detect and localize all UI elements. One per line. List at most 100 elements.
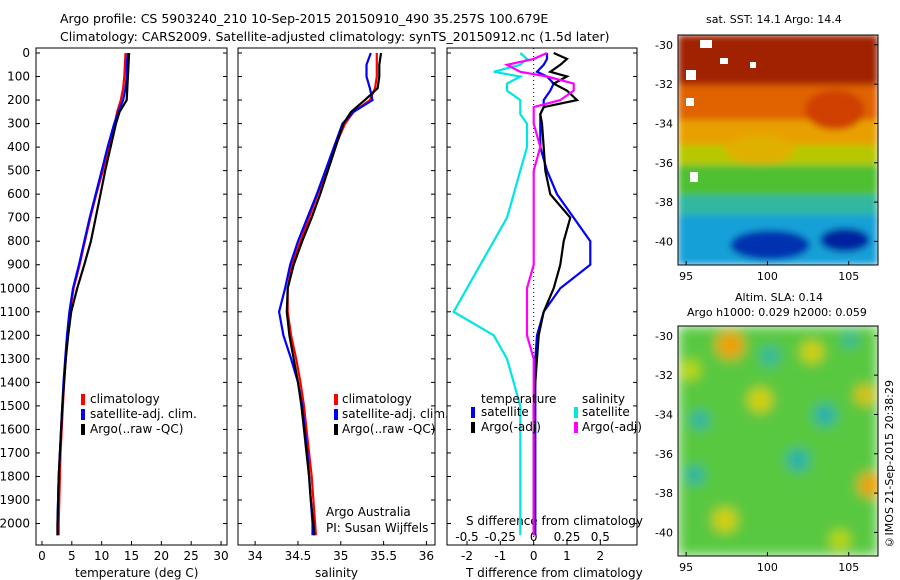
x-tick-label: 10 — [94, 549, 109, 563]
sla-map-title2: Argo h1000: 0.029 h2000: 0.059 — [687, 306, 867, 319]
x-tick-label: 0 — [38, 549, 46, 563]
lon-tick-label: 100 — [757, 561, 778, 574]
x-tick-label: 20 — [154, 549, 169, 563]
depth-tick-label: 700 — [7, 211, 30, 225]
s-tick-label: 0.5 — [591, 530, 610, 544]
x-tick-label: 2 — [597, 549, 605, 563]
legend-title-temperature: temperature — [481, 392, 556, 406]
series-line-temperature-satellite — [534, 53, 592, 536]
depth-tick-label: 1700 — [0, 446, 30, 460]
lat-tick-label: -36 — [655, 448, 673, 461]
sla-map — [677, 325, 879, 557]
depth-tick-label: 900 — [7, 258, 30, 272]
series-line-satellite-adj-clim- — [277, 52, 374, 536]
x-tick-label: 25 — [184, 549, 199, 563]
legend-swatch-climatology — [81, 394, 85, 405]
depth-tick-label: 300 — [7, 117, 30, 131]
legend-swatch-satellite — [81, 409, 85, 420]
lon-tick-label: 105 — [838, 561, 859, 574]
sla-map-axes: -30 -32 -34 -36 -38 -40 95 100 105 — [655, 330, 878, 574]
legend-label-t-argo: Argo(-adj) — [481, 420, 541, 434]
depth-tick-label: 400 — [7, 140, 30, 154]
x-tick-label: 35.5 — [370, 549, 397, 563]
lat-tick-label: -38 — [655, 196, 673, 209]
timestamp-stamp: ©IMOS 21-Sep-2015 20:38:29 — [883, 380, 896, 549]
legend-label-climatology: climatology — [90, 392, 160, 406]
x-tick-label: 34 — [247, 549, 262, 563]
salinity-x-axis: 34 34.5 35 35.5 36 — [247, 541, 434, 563]
series-line-salinity-satellite — [452, 52, 529, 536]
x-tick-label: 5 — [68, 549, 76, 563]
x-tick-label: 34.5 — [285, 549, 312, 563]
salinity-panel — [237, 47, 436, 546]
legend-swatch-climatology — [334, 394, 338, 405]
temperature-series — [56, 52, 131, 536]
lat-tick-label: -30 — [655, 330, 673, 343]
legend-swatch-t-argo — [471, 422, 475, 433]
salinity-xlabel: salinity — [315, 566, 358, 580]
x-tick-label: 36 — [419, 549, 434, 563]
depth-tick-label: 200 — [7, 93, 30, 107]
series-line-satellite-adj-clim- — [56, 52, 129, 536]
depth-tick-label: 800 — [7, 234, 30, 248]
x-tick-label: 0 — [530, 549, 538, 563]
credit-line1: Argo Australia — [326, 505, 411, 519]
x-tick-label: -2 — [461, 549, 473, 563]
difference-legend: temperature salinity satellite Argo(-adj… — [471, 392, 642, 434]
legend-label-climatology: climatology — [342, 392, 412, 406]
x-tick-label: 1 — [563, 549, 571, 563]
legend-label-satellite: satellite-adj. clim. — [342, 407, 449, 421]
lat-tick-label: -38 — [655, 487, 673, 500]
depth-axis: 0 100 200 300 400 500 600 700 800 900 1000 1100 1200… — [0, 46, 637, 531]
legend-label-satellite: satellite-adj. clim. — [90, 407, 197, 421]
legend-swatch-argo — [81, 424, 85, 435]
legend-swatch-t-satellite — [471, 407, 475, 418]
lat-tick-label: -36 — [655, 157, 673, 170]
depth-tick-label: 1000 — [0, 281, 30, 295]
difference-panel — [446, 47, 638, 546]
depth-tick-label: 2000 — [0, 517, 30, 531]
s-tick-label: -0.25 — [485, 530, 516, 544]
figure-title-line2: Climatology: CARS2009. Satellite-adjuste… — [60, 29, 610, 44]
difference-series — [452, 48, 592, 545]
sst-map-axes: -30 -32 -34 -36 -38 -40 95 100 105 — [655, 39, 878, 283]
temperature-x-axis: 0 5 10 15 20 25 30 — [38, 541, 229, 563]
depth-tick-label: 100 — [7, 70, 30, 84]
depth-tick-label: 600 — [7, 187, 30, 201]
legend-label-s-argo: Argo(-adj) — [582, 420, 642, 434]
salinity-series — [277, 52, 383, 536]
difference-xlabel: T difference from climatology — [465, 566, 643, 580]
salinity-legend: climatology satellite-adj. clim. Argo(..… — [334, 392, 449, 436]
lat-tick-label: -34 — [655, 117, 673, 130]
s-tick-label: -0.5 — [455, 530, 478, 544]
lat-tick-label: -32 — [655, 78, 673, 91]
legend-label-argo: Argo(..raw -QC) — [90, 422, 183, 436]
depth-tick-label: 1100 — [0, 305, 30, 319]
lon-tick-label: 105 — [838, 270, 859, 283]
depth-tick-label: 1800 — [0, 469, 30, 483]
lon-tick-label: 95 — [679, 561, 693, 574]
salinity-difference-xlabel: S difference from climatology — [466, 514, 643, 528]
legend-title-salinity: salinity — [582, 392, 625, 406]
depth-tick-label: 1300 — [0, 352, 30, 366]
series-line-climatology — [286, 53, 378, 536]
depth-tick-label: 1200 — [0, 328, 30, 342]
legend-label-s-satellite: satellite — [582, 405, 630, 419]
legend-label-argo: Argo(..raw -QC) — [342, 422, 435, 436]
credit-line2: PI: Susan Wijffels — [326, 521, 428, 535]
depth-tick-label: 1400 — [0, 375, 30, 389]
x-tick-label: 15 — [124, 549, 139, 563]
series-line-argo-raw-qc- — [56, 52, 131, 536]
sla-map-title1: Altim. SLA: 0.14 — [735, 291, 823, 304]
sst-map-title: sat. SST: 14.1 Argo: 14.4 — [706, 13, 842, 26]
legend-swatch-s-satellite — [574, 407, 578, 418]
lon-tick-label: 100 — [757, 270, 778, 283]
x-tick-label: 30 — [213, 549, 228, 563]
x-tick-label: 35 — [333, 549, 348, 563]
sst-map — [677, 34, 879, 266]
legend-label-t-satellite: satellite — [481, 405, 529, 419]
lat-tick-label: -34 — [655, 408, 673, 421]
lon-tick-label: 95 — [679, 270, 693, 283]
